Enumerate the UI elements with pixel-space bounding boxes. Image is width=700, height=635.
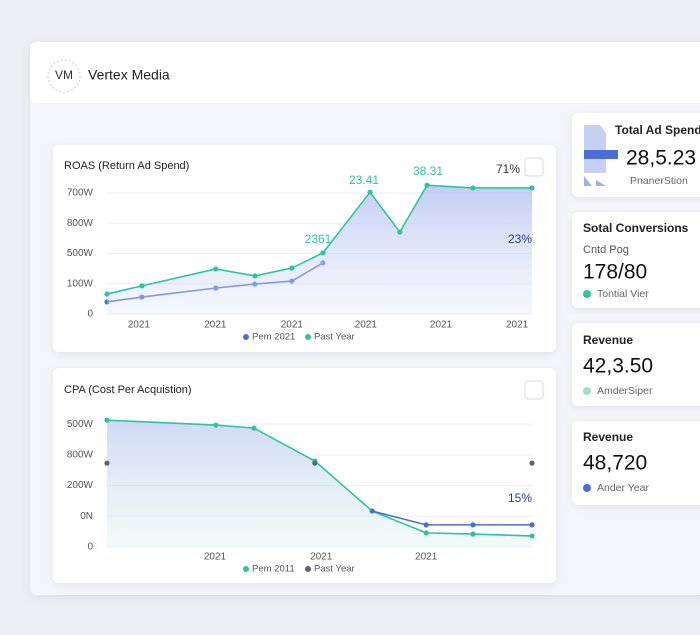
x-tick-label: 2021 [204,320,227,331]
legend-label: Pem 2011 [252,564,295,575]
y-tick-label: 800W [67,218,94,229]
point [529,533,535,539]
point [213,422,219,428]
annotation: 23.41 [349,173,379,187]
legend-label: Past Year [314,332,355,343]
point [470,522,476,528]
y-tick-label: 0 [87,542,93,553]
point [529,522,535,528]
card-value: 28,5.23 [626,147,696,170]
annotation: 23% [508,232,532,246]
logo-ring [47,59,81,93]
x-tick-label: 2021 [355,320,378,331]
card-title: Total Ad Spend [615,123,700,137]
annotation: 71% [496,162,520,176]
card-value: 48,720 [583,452,647,475]
y-tick-label: 0N [80,511,93,522]
point [470,531,476,537]
legend-label: Pem 2021 [252,332,295,343]
point [397,229,403,235]
point [104,460,110,466]
stat-card [572,421,700,505]
point [104,291,110,297]
point [529,185,535,191]
card-subtitle: AmderSiper [597,385,653,397]
point [529,460,535,466]
annotation: 2361 [305,232,332,246]
y-tick-label: 500W [67,248,94,259]
point [369,508,375,514]
stat-card [572,323,700,406]
point [424,182,430,188]
card-title: Revenue [583,333,633,347]
y-tick-label: 500W [67,419,94,430]
point [252,273,258,279]
legend-label: Past Year [314,564,355,575]
area [107,185,532,314]
brand-title: Vertex Media [88,67,170,83]
point [104,417,110,423]
point [289,265,295,271]
line [372,510,532,526]
point [213,266,219,272]
point [320,250,326,256]
annotation: 15% [508,491,532,505]
line [106,419,533,537]
legend-swatch [305,566,311,572]
point [423,522,429,528]
card-title: Revenue [583,430,633,444]
card-dot [583,290,591,298]
annotation: 38.31 [413,164,443,178]
card-subtitle: Tontial Vier [597,288,649,300]
card-subtitle: PnanerStion [630,175,688,187]
point [251,425,257,431]
y-tick-label: 100W [67,278,94,289]
point [312,460,318,466]
stat-card [572,212,700,308]
x-tick-label: 2021 [506,320,529,331]
chart-title: ROAS (Return Ad Spend) [64,160,189,172]
point [423,530,429,536]
card-dot [583,387,591,395]
header-bar [30,42,700,103]
chart-menu-button[interactable] [524,157,544,177]
logo: VM [55,68,73,82]
x-tick-label: 2021 [128,320,151,331]
x-tick-label: 2021 [281,320,304,331]
card-icon [584,125,618,186]
x-tick-label: 2021 [204,552,227,563]
card-dot [583,484,591,492]
card-subtitle: Ander Year [597,482,649,494]
card-caption: Cntd Pog [583,244,629,256]
card-title: Sotal Conversions [583,221,689,235]
chart-menu-button[interactable] [524,380,544,400]
y-tick-label: 800W [67,449,94,460]
chart-title: CPA (Cost Per Acquistion) [64,384,192,396]
y-tick-label: 700W [67,188,94,199]
point [367,189,373,195]
point [470,185,476,191]
x-tick-label: 2021 [310,552,333,563]
x-tick-label: 2021 [430,320,453,331]
card-value: 42,3.50 [583,355,653,378]
legend-swatch [243,566,249,572]
legend-swatch [305,334,311,340]
legend-swatch [243,334,249,340]
y-tick-label: 200W [67,480,94,491]
area [107,420,532,547]
card-value: 178/80 [583,261,647,284]
y-tick-label: 0 [87,309,93,320]
x-tick-label: 2021 [415,552,438,563]
point [139,283,145,289]
